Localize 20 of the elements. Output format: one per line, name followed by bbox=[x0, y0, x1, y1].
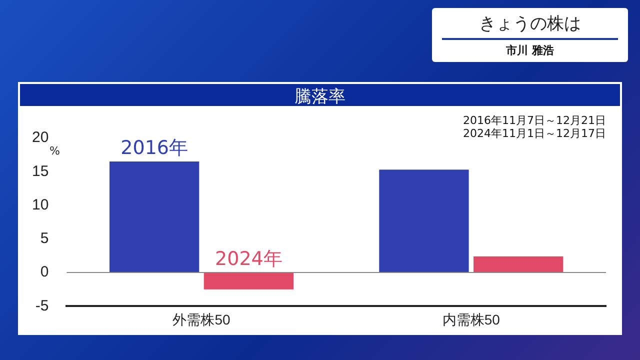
bar bbox=[204, 272, 294, 290]
annotation: 2024年11月1日～12月17日 bbox=[463, 127, 606, 140]
y-tick-label: 0 bbox=[40, 264, 49, 281]
bar bbox=[474, 256, 564, 273]
x-tick-label: 内需株50 bbox=[442, 311, 500, 328]
y-tick-label: 10 bbox=[32, 196, 49, 214]
y-axis-title: % bbox=[49, 144, 60, 158]
x-tick-label: 外需株50 bbox=[172, 311, 231, 328]
y-tick-label: 20 bbox=[32, 129, 49, 146]
text: 市川 雅浩 bbox=[505, 43, 555, 58]
chart-title: 騰落率 bbox=[18, 82, 622, 108]
y-tick-label: -5 bbox=[35, 297, 49, 314]
bar bbox=[109, 162, 200, 273]
bar bbox=[379, 170, 469, 273]
text: 2016年11月7日～12月21日 bbox=[463, 114, 606, 127]
y-tick-label: 5 bbox=[40, 230, 49, 248]
text: きょうの株は bbox=[442, 12, 618, 40]
series-label: 2024年 bbox=[215, 248, 282, 270]
series-label: 2016年 bbox=[120, 136, 188, 159]
y-tick-label: 15 bbox=[32, 162, 49, 180]
